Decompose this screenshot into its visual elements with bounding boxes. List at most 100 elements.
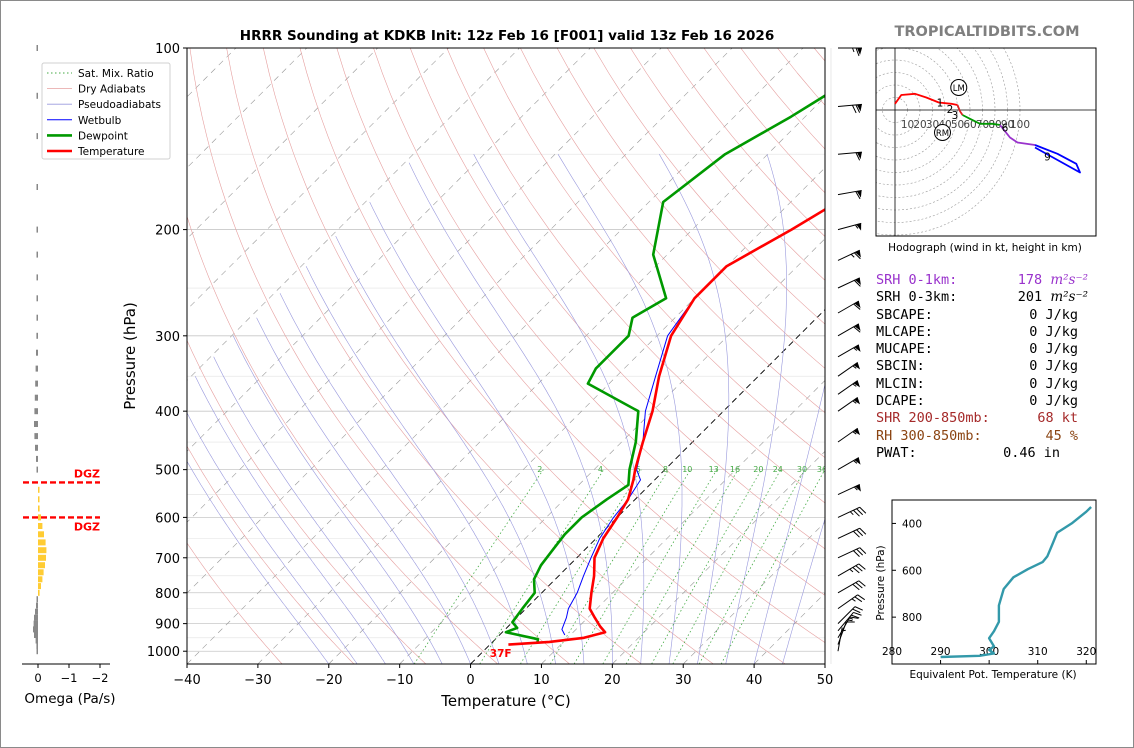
barb-full	[856, 548, 864, 556]
y-tick-label: 600	[155, 511, 180, 526]
y-tick-label: 900	[155, 618, 180, 633]
skewt-frame	[186, 47, 826, 665]
omega-bar	[36, 274, 38, 281]
stat-row: PWAT: 0.46 in	[876, 445, 1116, 462]
skewt-legend: Sat. Mix. Ratio Dry Adiabats Pseudoadiabat…	[41, 62, 171, 160]
moist-adiabat	[408, 162, 613, 664]
y-tick-label: 500	[155, 464, 180, 479]
wind-barb	[837, 484, 861, 496]
dry-adiabat	[446, 48, 825, 504]
mixing-ratio-label: 36	[817, 465, 827, 474]
omega-bar	[38, 569, 44, 576]
omega-bar	[36, 295, 38, 302]
mixing-ratio-line	[479, 469, 605, 664]
barb-half	[852, 47, 855, 53]
mixing-ratio-label: 4	[598, 465, 603, 474]
mixing-ratio-label: 16	[730, 465, 740, 474]
stats-panel: SRH 0-1km: 178 m²s⁻² SRH 0-3km: 201 m²s⁻² SB…	[876, 272, 1116, 462]
dry-adiabat	[189, 48, 570, 664]
hodograph-trace	[962, 114, 1001, 126]
barb-shaft	[837, 527, 860, 539]
skewt-ylabel: Pressure (hPa)	[121, 302, 139, 410]
x-tick-label: −10	[386, 673, 413, 688]
wind-barbs	[830, 47, 867, 664]
isotherm	[470, 308, 825, 664]
dry-adiabat	[409, 48, 825, 550]
barb-shaft	[837, 380, 858, 395]
hodograph-height-label: 3	[952, 110, 959, 122]
barb-half	[854, 224, 859, 229]
hodograph-ring-label: 60	[963, 119, 976, 131]
mixing-ratio-line	[720, 469, 825, 664]
moist-adiabat	[369, 201, 585, 664]
stat-label: SBCIN:	[876, 358, 925, 375]
omega-bar	[38, 496, 40, 503]
omega-bar	[38, 583, 41, 590]
moist-adiabat	[725, 154, 787, 664]
omega-bar	[38, 531, 44, 538]
barb-half	[852, 431, 857, 435]
barb-full	[849, 616, 859, 619]
hodograph-trace	[1034, 144, 1081, 174]
barb-full	[853, 252, 861, 260]
x-tick-label: 30	[675, 673, 692, 688]
legend-entry: Sat. Mix. Ratio	[78, 68, 154, 80]
moist-adiabat	[187, 412, 358, 664]
barb-full	[852, 567, 860, 574]
moist-adiabat	[557, 154, 683, 664]
wind-barb	[837, 277, 861, 289]
mixing-ratio-line	[698, 469, 806, 664]
omega-bar	[38, 554, 46, 561]
stat-value: 68 kt	[1037, 410, 1078, 427]
stat-value: 201 m²s⁻²	[1018, 289, 1088, 306]
omega-bar	[36, 133, 38, 140]
omega-bar	[35, 637, 38, 644]
wind-barb	[837, 627, 846, 652]
omega-bar	[36, 648, 38, 655]
omega-bar	[33, 620, 38, 627]
barb-flag	[853, 362, 861, 370]
omega-bar	[38, 562, 45, 569]
barb-full	[856, 508, 864, 516]
stat-row: SBCIN: 0 J/kg	[876, 358, 1116, 375]
omega-bar	[35, 365, 38, 372]
barb-shaft	[837, 344, 860, 358]
barb-half	[852, 365, 857, 369]
legend-entry: Temperature	[77, 146, 145, 158]
stat-label: PWAT:	[876, 444, 917, 461]
mixing-ratio-line	[573, 469, 691, 664]
dry-adiabat	[187, 445, 355, 664]
wind-barb	[837, 344, 861, 358]
barb-full	[854, 606, 863, 611]
barb-flag	[856, 190, 862, 198]
storm-motion-marker	[950, 79, 968, 96]
barb-flag	[854, 301, 861, 309]
moist-adiabat	[659, 154, 730, 664]
omega-xlabel: Omega (Pa/s)	[24, 691, 115, 707]
barb-shaft	[837, 457, 860, 471]
mixing-ratio-label: 24	[773, 465, 783, 474]
barb-full	[853, 326, 861, 333]
hodograph-trace	[999, 124, 1036, 146]
x-tick-label: 50	[817, 673, 834, 688]
mixing-ratio-label: 2	[537, 465, 542, 474]
dgz-label: DGZ	[74, 520, 100, 533]
barb-half	[850, 253, 855, 258]
stat-value: 0 J/kg	[1029, 375, 1078, 392]
legend-entry: Dry Adiabats	[78, 84, 146, 96]
omega-panel: 0 −1 −2 DGZ DGZ	[22, 45, 110, 685]
omega-bar	[36, 92, 38, 99]
omega-bar	[34, 433, 38, 440]
moist-adiabat	[213, 356, 415, 664]
barb-full	[857, 594, 865, 601]
y-tick-label: 1000	[147, 645, 180, 660]
barb-flag	[855, 277, 861, 286]
barb-shaft	[837, 103, 862, 107]
chart-title: HRRR Sounding at KDKB Init: 12z Feb 16 […	[240, 28, 774, 44]
thetae-x-tick-label: 290	[931, 646, 951, 658]
moist-adiabat	[187, 460, 330, 664]
y-tick-label: 400	[155, 405, 180, 420]
omega-bar	[38, 514, 41, 521]
storm-motion-label: LM	[953, 84, 965, 94]
omega-bar	[36, 349, 38, 356]
